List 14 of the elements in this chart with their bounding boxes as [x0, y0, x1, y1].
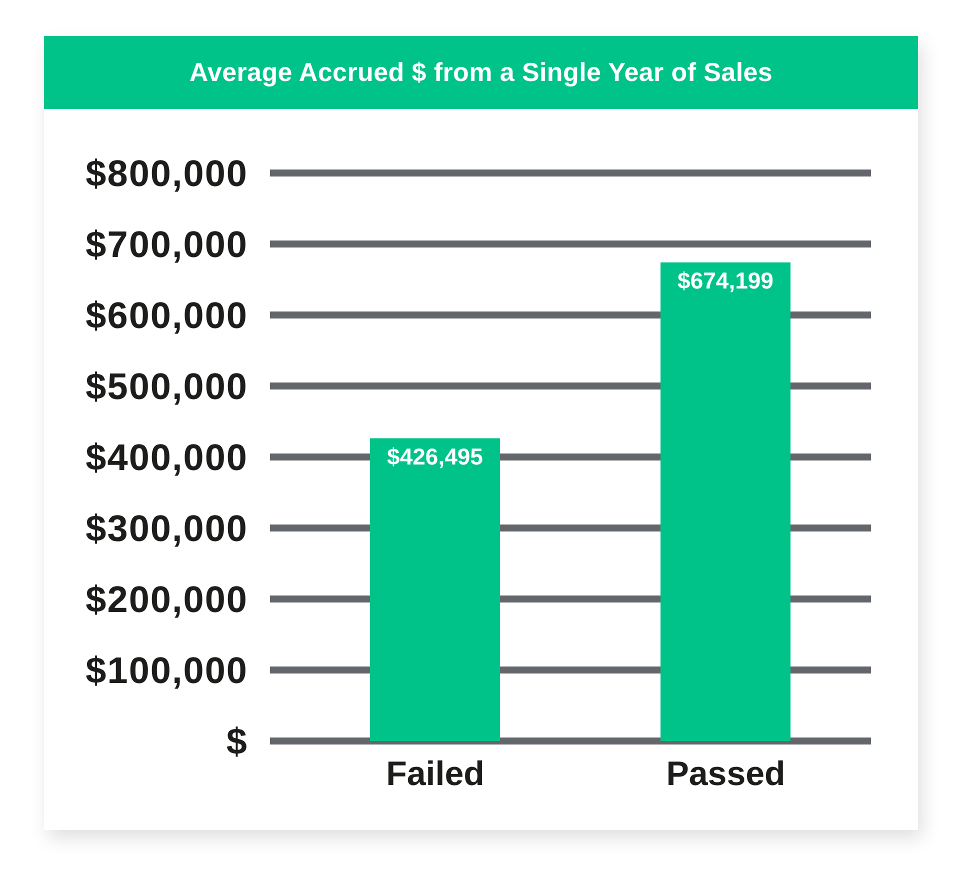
y-tick-label: $600,000 [86, 295, 248, 336]
x-tick-label: Failed [386, 755, 484, 794]
data-label: $674,199 [678, 268, 774, 294]
y-tick-label: $500,000 [86, 366, 248, 408]
x-tick-label: Passed [666, 755, 786, 794]
y-tick-label: $100,000 [86, 650, 248, 692]
y-tick-label: $200,000 [86, 579, 248, 620]
y-tick-label: $ [226, 721, 248, 762]
data-label: $426,495 [387, 444, 484, 470]
y-tick-label: $800,000 [86, 153, 248, 194]
y-tick-label: $400,000 [86, 437, 248, 478]
y-tick-label: $700,000 [86, 224, 248, 266]
y-tick-label: $300,000 [86, 508, 248, 550]
chart-title: Average Accrued $ from a Single Year of Sales [44, 36, 918, 109]
